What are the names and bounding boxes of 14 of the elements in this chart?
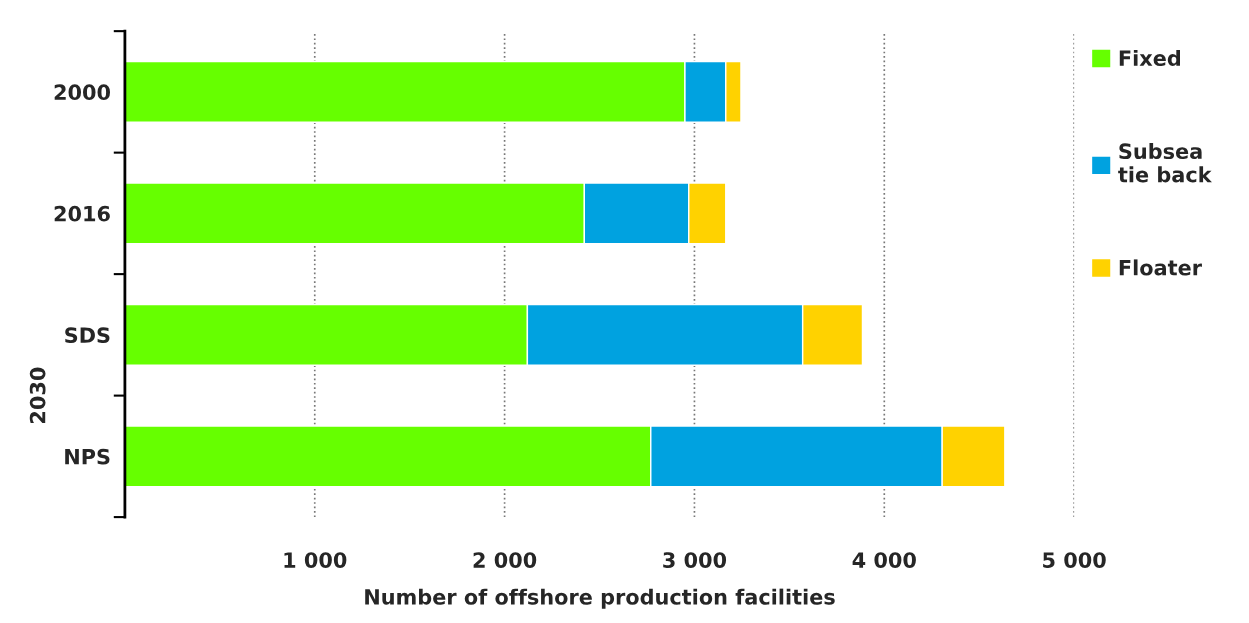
x-tick-label: 3 000 (663, 552, 727, 568)
legend-label: Fixed (1119, 49, 1180, 67)
x-tick-label: 5 000 (1043, 552, 1106, 568)
y-tick-label: NPS (65, 448, 110, 465)
x-tick-label: 4 000 (852, 552, 916, 568)
y-tick-label: 2016 (54, 205, 110, 222)
legend-label: Subsea tie back (1118, 142, 1212, 183)
y-tick-label: 2000 (54, 84, 111, 101)
text: 2030 (29, 367, 46, 423)
x-tick-label: 2 000 (473, 552, 537, 568)
legend-label: Floater (1119, 259, 1202, 276)
x-axis-title: Number of offshore production facilities (365, 588, 835, 609)
y-tick-label: SDS (65, 327, 110, 344)
x-tick-label: 1 000 (284, 552, 347, 568)
